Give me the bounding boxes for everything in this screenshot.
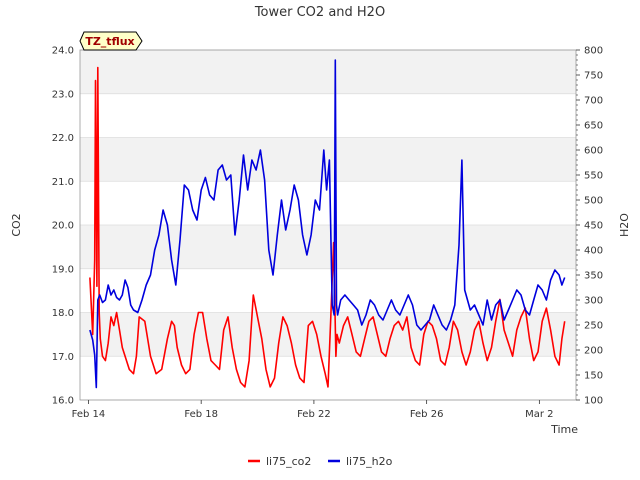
y-right-tick-label: 750 — [584, 71, 603, 82]
y-right-tick-label: 450 — [584, 221, 603, 232]
x-axis-label: Time — [550, 423, 578, 436]
y-left-tick-label: 19.0 — [52, 264, 74, 275]
y-right-tick-label: 400 — [584, 246, 603, 257]
x-tick-label: Feb 26 — [410, 409, 444, 420]
y-right-tick-label: 650 — [584, 121, 603, 132]
grid-band — [80, 50, 576, 94]
y-right-tick-label: 800 — [584, 46, 603, 57]
site-badge-text: TZ_tflux — [85, 35, 134, 48]
y-left-tick-label: 18.0 — [52, 308, 74, 319]
y-right-tick-label: 500 — [584, 196, 603, 207]
y-right-tick-label: 300 — [584, 296, 603, 307]
y-right-tick-label: 150 — [584, 371, 603, 382]
x-tick-label: Feb 14 — [72, 409, 106, 420]
chart-title: Tower CO2 and H2O — [254, 5, 385, 20]
legend: li75_co2 li75_h2o — [248, 455, 393, 468]
x-axis-ticks: Feb 14 Feb 18 Feb 22 Feb 26 Mar 2 — [72, 400, 554, 420]
y-right-tick-label: 600 — [584, 146, 603, 157]
y-right-tick-label: 250 — [584, 321, 603, 332]
y-left-label: CO2 — [10, 213, 23, 236]
background-bands — [80, 50, 576, 357]
legend-h2o-label: li75_h2o — [346, 455, 393, 468]
x-tick-label: Feb 18 — [184, 409, 218, 420]
series-line-li75_h2o — [89, 59, 566, 389]
y-left-tick-label: 21.0 — [52, 177, 74, 188]
legend-co2-label: li75_co2 — [266, 455, 311, 468]
y-right-tick-label: 100 — [584, 396, 603, 407]
y-left-tick-label: 24.0 — [52, 46, 74, 57]
site-badge: TZ_tflux — [79, 31, 143, 51]
y-left-tick-label: 22.0 — [52, 133, 74, 144]
y-right-label: H2O — [618, 213, 631, 237]
x-tick-label: Mar 2 — [525, 409, 553, 420]
x-tick-label: Feb 22 — [297, 409, 331, 420]
left-axis-ticks: 16.0 17.0 18.0 19.0 20.0 21.0 22.0 23.0 24.0 — [52, 46, 74, 407]
y-left-tick-label: 20.0 — [52, 221, 74, 232]
y-right-tick-label: 350 — [584, 271, 603, 282]
y-right-tick-label: 550 — [584, 171, 603, 182]
y-left-tick-label: 16.0 — [52, 396, 74, 407]
y-right-tick-label: 700 — [584, 96, 603, 107]
series-line-li75_co2 — [89, 66, 566, 388]
right-axis-ticks: 100 150 200 250 300 350 400 450 500 550 600 650 700 7… — [576, 46, 603, 407]
site-badge-shape — [79, 31, 143, 51]
y-left-tick-label: 17.0 — [52, 352, 74, 363]
y-right-tick-label: 200 — [584, 346, 603, 357]
grid-band — [80, 312, 576, 357]
series-layer — [89, 59, 566, 389]
y-left-tick-label: 23.0 — [52, 89, 74, 100]
grid-band — [80, 225, 576, 269]
right-axis-minor-ticks — [576, 54, 578, 396]
